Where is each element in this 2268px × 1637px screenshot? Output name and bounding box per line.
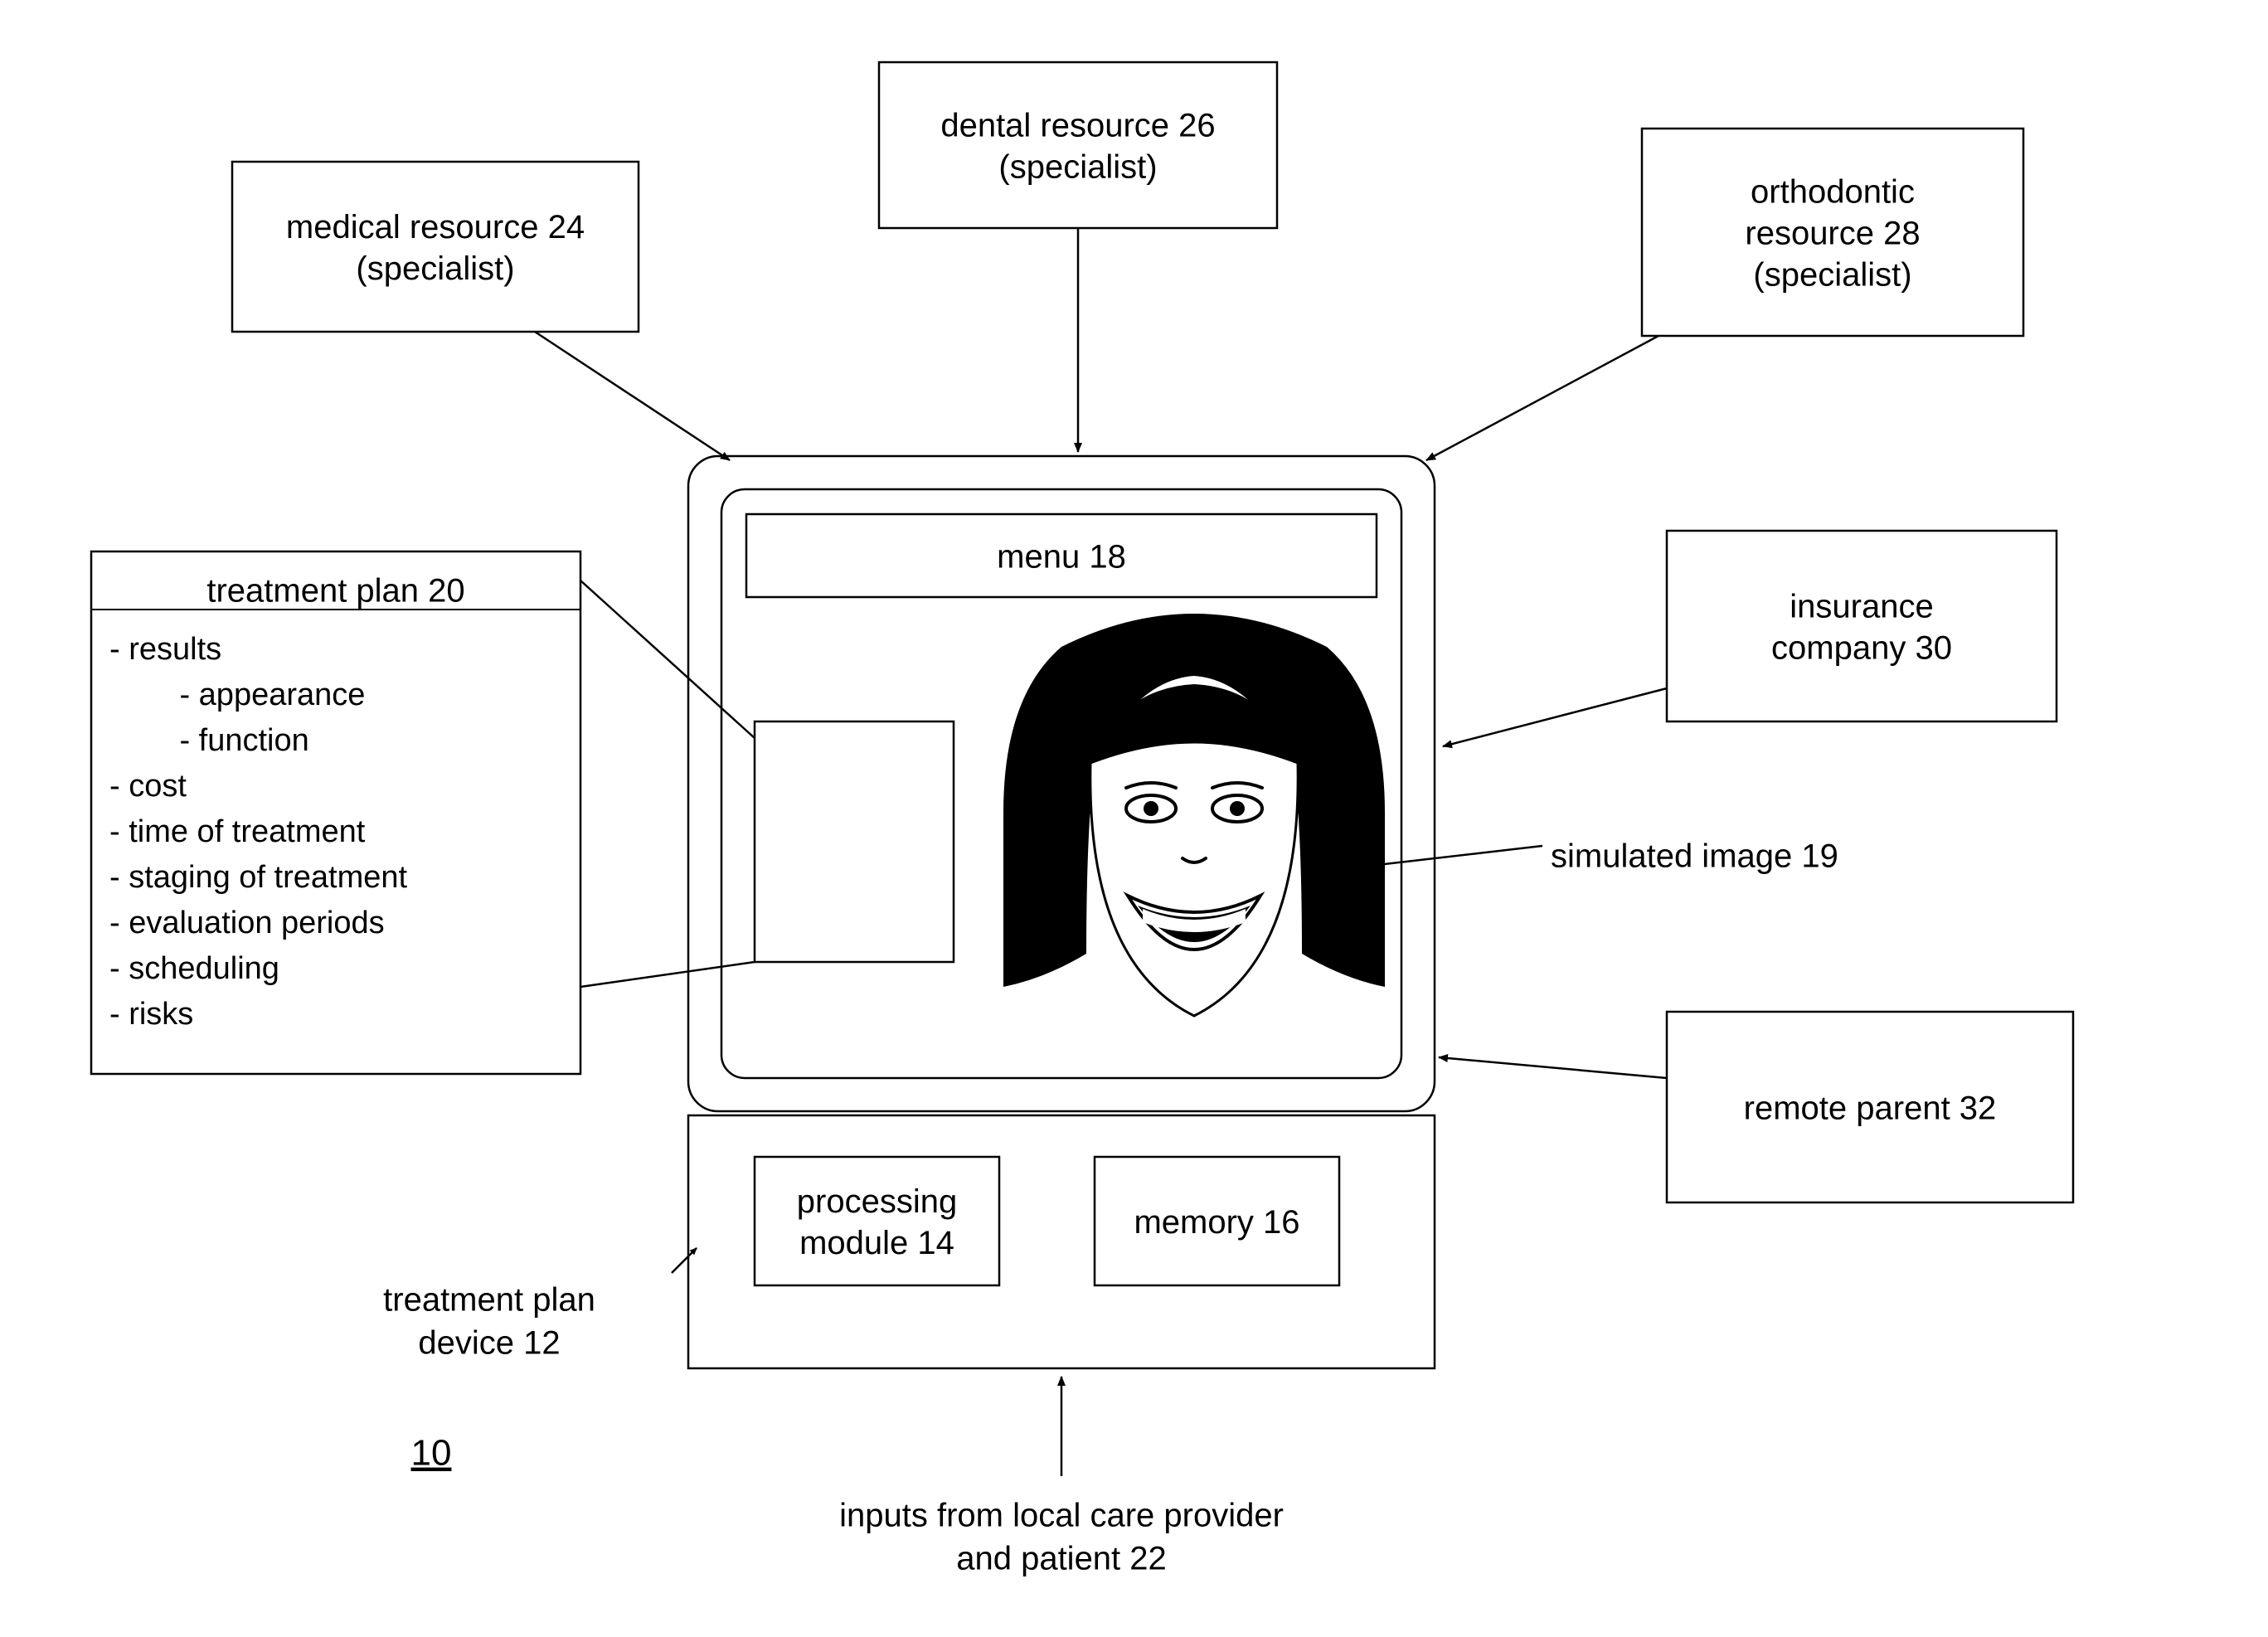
inputs-label: and patient 22 [956, 1541, 1167, 1577]
treatment-plan-item: - evaluation periods [109, 906, 385, 940]
arrow-remote_to_device [1439, 1057, 1667, 1078]
simulated-image-label: simulated image 19 [1551, 838, 1838, 875]
menu-label: menu 18 [997, 539, 1126, 576]
simulated-face-icon [1003, 614, 1385, 1016]
inputs-label: inputs from local care provider [839, 1498, 1284, 1534]
medical-resource-box-label: (specialist) [356, 250, 514, 287]
treatment-plan-item: - staging of treatment [109, 860, 408, 895]
medical-resource-box-label: medical resource 24 [286, 209, 585, 245]
treatment-plan-item: - function [109, 723, 309, 758]
treatment-plan-item: - appearance [109, 678, 365, 712]
memory-box-label: memory 16 [1134, 1204, 1299, 1241]
remote-parent-box-label: remote parent 32 [1744, 1091, 1997, 1127]
treatment-plan-item: - results [109, 632, 221, 667]
insurance-company-box [1667, 531, 2057, 721]
dental-resource-box-label: dental resource 26 [940, 108, 1215, 144]
orthodontic-resource-box-label: resource 28 [1745, 216, 1920, 252]
orthodontic-resource-box-label: (specialist) [1753, 257, 1911, 294]
processing-module-box [755, 1157, 999, 1285]
treatment-plan-item: - time of treatment [109, 814, 366, 849]
arrow-ortho_to_device [1426, 336, 1659, 460]
dental-resource-box-label: (specialist) [998, 149, 1157, 186]
medical-resource-box [232, 162, 639, 332]
insurance-company-box-label: insurance [1790, 589, 1933, 625]
insurance-company-box-label: company 30 [1771, 630, 1952, 667]
treatment-plan-item: - risks [109, 997, 193, 1032]
treatment-plan-device-label: treatment plan [383, 1282, 595, 1319]
treatment-plan-box [91, 551, 580, 1074]
orthodontic-resource-box-label: orthodontic [1751, 174, 1915, 211]
dental-resource-box [879, 62, 1277, 228]
figure-number: 10 [411, 1433, 452, 1474]
arrow-medical_to_device [535, 332, 730, 460]
processing-module-box-label: module 14 [799, 1225, 954, 1261]
processing-module-box-label: processing [797, 1183, 957, 1220]
arrow-insurance_to_device [1443, 688, 1667, 746]
treatment-plan-item: - cost [109, 769, 187, 804]
treatment-plan-title: treatment plan 20 [206, 573, 464, 610]
treatment-plan-item: - scheduling [109, 951, 279, 986]
treatment-plan-device-label: device 12 [418, 1325, 560, 1362]
